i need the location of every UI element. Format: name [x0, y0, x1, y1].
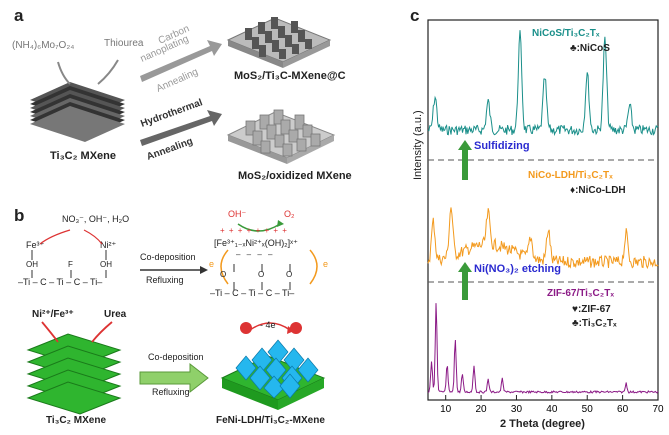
- series-3-legend-1: ♥:ZIF-67: [572, 304, 611, 315]
- product-1-label: MoS₂/Ti₃C-MXene@C: [234, 70, 346, 82]
- precursor-label-2: Thiourea: [104, 38, 144, 49]
- y-axis-label: Intensity (a.u.): [412, 110, 424, 180]
- panel-b-letter: b: [14, 206, 25, 225]
- step-sulfidizing: Sulfidizing: [474, 140, 530, 152]
- precursor-arrow-2: [97, 59, 119, 85]
- mxene-stack-b: [26, 333, 122, 415]
- oer-arrow: [237, 223, 281, 232]
- right-o-3: O: [286, 270, 293, 279]
- panel-a-letter: a: [14, 6, 24, 25]
- minus-4e-label: - 4e: [260, 320, 276, 330]
- x-tick-label-50: 50: [582, 404, 594, 415]
- urea-label: Urea: [104, 309, 127, 320]
- product-2-array: [226, 109, 336, 164]
- arrow-codeposition-2: [139, 362, 209, 394]
- sulfidizing-arrow: [458, 140, 472, 180]
- electron-right: e: [323, 259, 329, 269]
- step2-bottom-label: Refluxing: [152, 387, 190, 397]
- series-3-name: ZIF-67/Ti₃C₂Tₓ: [547, 288, 614, 299]
- product-2-label: MoS₂/oxidized MXene: [238, 170, 352, 182]
- ni-label: Ni²⁺: [100, 240, 117, 250]
- arrow-carbon-annealing: [140, 40, 222, 82]
- xrd-series-1: [427, 30, 659, 137]
- arrow-hydrothermal-annealing: [140, 110, 222, 146]
- product-label-b: FeNi-LDH/Ti₃C₂-MXene: [216, 415, 325, 426]
- chain-f: F: [68, 260, 73, 269]
- series-3-legend-2: ♣:Ti₃C₂Tₓ: [572, 318, 617, 329]
- chain-left: –Ti – C – Ti – C – Ti–: [18, 277, 103, 287]
- ions-label: NO₃⁻, OH⁻, H₂O: [62, 214, 130, 224]
- mxene-stack-a: [30, 82, 125, 142]
- right-o-2: O: [258, 270, 265, 279]
- substrate-label-a: Ti₃C₂ MXene: [50, 150, 117, 162]
- series-2-name: NiCo-LDH/Ti₃C₂Tₓ: [528, 170, 613, 181]
- x-tick-label-60: 60: [617, 404, 629, 415]
- ldh-product: [220, 322, 326, 410]
- step-bottom-label: Refluxing: [146, 275, 184, 285]
- series-1-name: NiCoS/Ti₃C₂Tₓ: [532, 28, 600, 39]
- step-top-label: Co-deposition: [140, 252, 196, 262]
- x-tick-label-20: 20: [476, 404, 488, 415]
- panel-a-illustration: Carbon nanoplating Annealing Hydrotherma…: [30, 17, 336, 164]
- minus-row: – – – –: [236, 250, 275, 259]
- step2-top-label: Co-deposition: [148, 352, 204, 362]
- precursor-arrow-1: [57, 61, 71, 85]
- xrd-chart: 10 20 30 40 50 60 70: [427, 19, 664, 415]
- series-1-legend: ♣:NiCoS: [570, 43, 610, 54]
- plot-frame: [427, 19, 659, 401]
- fe-label: Fe³⁺: [26, 240, 45, 250]
- precursor-label-1: (NH₄)₆Mo₇O₂₄: [12, 40, 75, 51]
- ldh-formula: [Fe³⁺₁₋ₓNi²⁺ₓ(OH)₂]ˣ⁺: [214, 238, 298, 248]
- panel-b-illustration: [26, 220, 326, 415]
- xrd-series-2: [427, 207, 659, 270]
- etching-arrow: [458, 262, 472, 300]
- x-tick-label-40: 40: [546, 404, 558, 415]
- oh-oxygen-label: OH⁻: [228, 209, 247, 219]
- x-tick-label-70: 70: [652, 404, 664, 415]
- chain-right: –Ti – C – Ti – C – Ti–: [210, 288, 295, 298]
- step-etching: Ni(NO₃)₂ etching: [474, 263, 561, 275]
- series-2-legend: ♦:NiCo-LDH: [570, 185, 626, 196]
- electron-left: e: [209, 259, 215, 269]
- xrd-series-3: [427, 303, 659, 394]
- chain-oh-left: OH: [26, 260, 38, 269]
- plus-row: + + + + + + + +: [220, 226, 288, 235]
- chain-oh-right: OH: [100, 260, 112, 269]
- ni-fe-label: Ni²⁺/Fe³⁺: [32, 309, 74, 320]
- right-o-1: O: [220, 270, 227, 279]
- x-tick-label-30: 30: [511, 404, 523, 415]
- panel-c-letter: c: [410, 6, 420, 25]
- substrate-label-b: Ti₃C₂ MXene: [46, 415, 107, 426]
- x-tick-label-10: 10: [440, 404, 452, 415]
- product-1-array: [226, 17, 332, 68]
- o2-label: O₂: [284, 209, 295, 219]
- x-axis-label: 2 Theta (degree): [500, 418, 585, 430]
